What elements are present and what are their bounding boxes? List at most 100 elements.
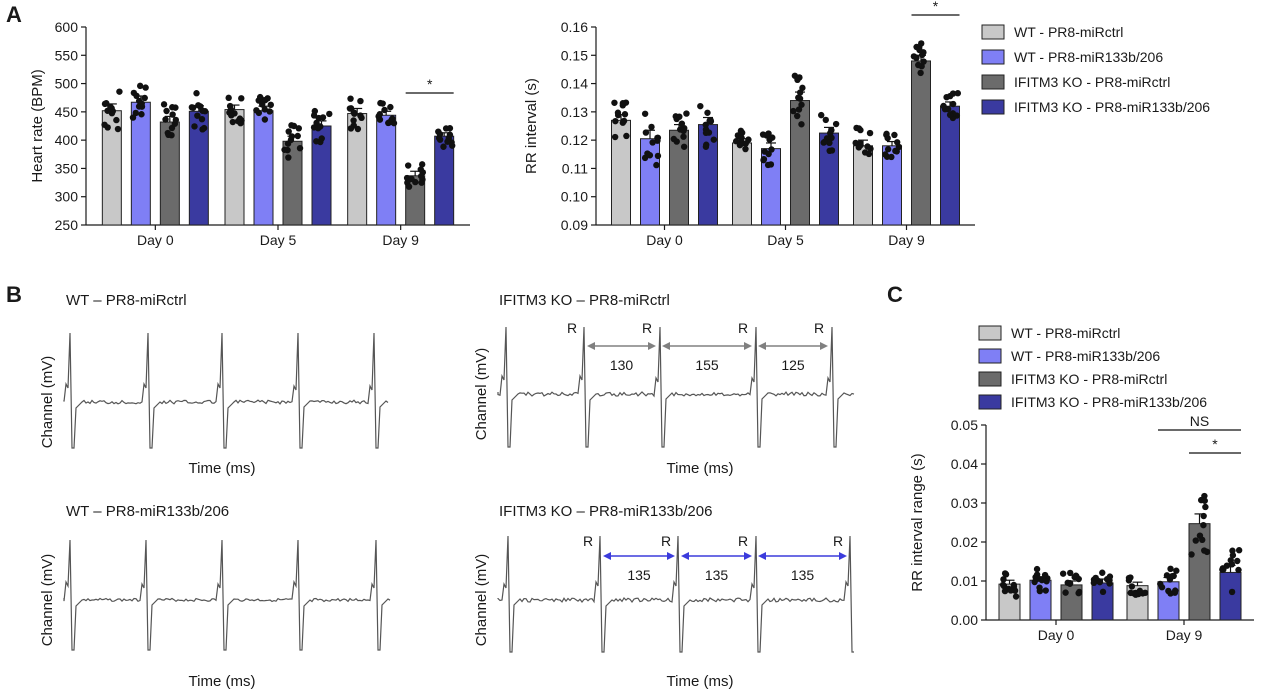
data-point: [1125, 577, 1133, 584]
data-point: [796, 95, 804, 102]
data-point: [861, 149, 869, 156]
y-tick-label: 0.04: [951, 456, 978, 472]
r-peak-label: R: [738, 533, 748, 549]
data-point: [1128, 583, 1136, 590]
data-point: [162, 116, 169, 123]
legend-swatch: [978, 371, 1002, 387]
data-point: [1036, 584, 1043, 591]
data-point: [138, 111, 145, 118]
data-point: [1235, 547, 1243, 554]
bar: [790, 100, 810, 226]
data-point: [357, 97, 364, 105]
data-point: [732, 138, 740, 145]
data-point: [114, 125, 122, 133]
data-point: [742, 140, 749, 147]
data-point: [867, 145, 874, 152]
y-tick-label: 0.00: [951, 612, 978, 628]
y-axis-title: RR interval range (s): [909, 453, 926, 591]
data-point: [891, 131, 898, 139]
data-point: [404, 162, 412, 169]
data-point: [446, 125, 454, 132]
legend-label: WT - PR8-miR133b/206: [1014, 49, 1163, 65]
ecg-x-label: Time (ms): [667, 673, 734, 690]
bar: [1091, 582, 1114, 621]
data-point: [614, 109, 622, 116]
data-point: [641, 154, 649, 162]
significance-label: *: [427, 76, 433, 92]
data-point: [259, 101, 266, 108]
y-tick-label: 0.09: [561, 217, 588, 233]
data-point: [866, 129, 874, 137]
data-point: [742, 145, 749, 153]
bar: [224, 109, 245, 226]
data-point: [888, 153, 895, 161]
data-point: [172, 116, 180, 124]
interval-arrow-head-left: [758, 552, 766, 560]
data-point: [417, 172, 425, 180]
legend-swatch: [981, 24, 1005, 40]
data-point: [646, 152, 654, 159]
data-point: [882, 151, 889, 158]
data-point: [1099, 569, 1106, 576]
data-point: [920, 58, 927, 65]
data-point: [417, 166, 424, 173]
data-point: [1075, 575, 1082, 583]
data-point: [760, 155, 768, 163]
x-tick-label: Day 0: [1038, 627, 1075, 643]
data-point: [132, 109, 139, 117]
legend-label: IFITM3 KO - PR8-miRctrl: [1011, 371, 1167, 387]
interval-arrow-head-right: [744, 552, 752, 560]
data-point: [798, 121, 805, 128]
x-tick-label: Day 0: [646, 232, 683, 248]
x-tick-label: Day 5: [260, 232, 297, 248]
interval-value: 125: [781, 357, 805, 373]
bar: [819, 132, 839, 226]
data-point: [895, 143, 903, 151]
data-point: [1172, 587, 1179, 594]
data-point: [288, 133, 296, 140]
x-tick-label: Day 9: [382, 232, 419, 248]
data-point: [1158, 584, 1166, 591]
data-point: [828, 147, 836, 154]
y-tick-label: 550: [55, 47, 79, 63]
data-point: [163, 107, 170, 115]
significance-label: *: [1212, 436, 1218, 452]
data-point: [376, 111, 383, 118]
x-tick-label: Day 0: [137, 232, 174, 248]
interval-arrow-head-left: [587, 342, 595, 350]
data-point: [857, 126, 864, 134]
data-point: [1201, 547, 1208, 554]
data-point: [1167, 565, 1174, 573]
interval-value: 130: [610, 357, 634, 373]
data-point: [612, 117, 619, 125]
ecg-trace-ko-ctrl: IFITM3 KO – PR8-miRctrl Channel (mV) Time …: [473, 292, 855, 477]
data-point: [680, 143, 688, 150]
panel-label-c: C: [887, 282, 903, 307]
y-tick-label: 0.02: [951, 534, 978, 550]
legend-swatch: [981, 49, 1005, 65]
data-point: [103, 100, 110, 107]
ecg-trace-wt-mir: WT – PR8-miR133b/206 Channel (mV) Time (ms…: [39, 503, 391, 690]
data-point: [1234, 557, 1241, 565]
data-point: [436, 130, 444, 138]
data-point: [236, 115, 244, 122]
data-point: [822, 116, 829, 124]
data-point: [199, 107, 206, 114]
rr-interval-chart: 0.09 0.10 0.11 0.12 0.13 0.14 0.15 0.16 RR inter…: [523, 0, 975, 248]
legend-label: IFITM3 KO - PR8-miRctrl: [1014, 74, 1170, 90]
data-point: [1062, 589, 1069, 596]
legend-swatch: [981, 74, 1005, 90]
data-point: [1067, 569, 1074, 577]
interval-arrow-head-right: [667, 552, 675, 560]
data-point: [917, 69, 924, 77]
data-point: [228, 112, 235, 119]
data-point: [444, 138, 451, 145]
ecg-x-label: Time (ms): [189, 460, 256, 477]
ecg-trace-line: [63, 539, 391, 651]
data-point: [318, 135, 325, 142]
x-tick-label: Day 5: [767, 232, 804, 248]
significance-label: *: [933, 0, 939, 14]
data-point: [697, 102, 704, 110]
data-point: [642, 129, 650, 136]
data-point: [1202, 503, 1209, 511]
